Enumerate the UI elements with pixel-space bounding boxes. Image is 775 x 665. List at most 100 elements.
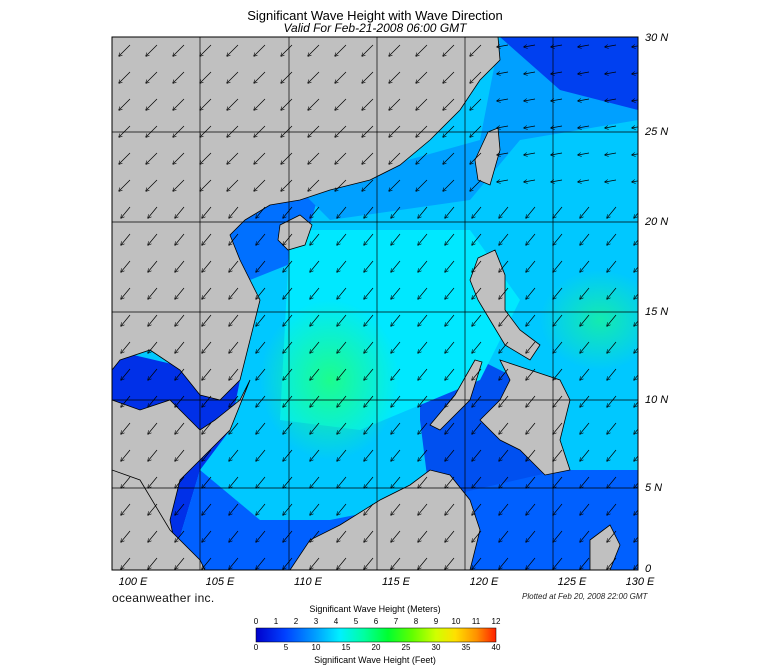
wave-arrow: [605, 45, 617, 47]
lat-label-10n: 10 N: [645, 394, 669, 406]
wave-arrow: [308, 152, 320, 164]
wave-arrow: [634, 428, 638, 434]
wave-arrow: [254, 98, 266, 110]
wave-arrow: [175, 368, 185, 380]
wave-arrow: [391, 287, 401, 299]
wave-arrow: [391, 395, 401, 407]
wave-arrow: [337, 287, 347, 299]
wave-arrow: [121, 503, 131, 515]
wave-arrow: [310, 368, 320, 380]
wave-arrow: [283, 422, 293, 434]
wave-arrow: [526, 395, 536, 407]
wave-arrow: [634, 536, 638, 542]
wave-arrow: [175, 287, 185, 299]
wave-arrow: [148, 287, 158, 299]
wave-arrow: [553, 449, 563, 461]
wave-arrow: [524, 180, 536, 182]
wave-arrow: [200, 179, 212, 191]
wave-arrow: [256, 233, 266, 245]
wave-arrow: [281, 71, 293, 83]
colorbar-feet-tick: 40: [491, 643, 501, 652]
wave-arrow: [445, 287, 455, 299]
wave-arrow: [391, 422, 401, 434]
wave-arrow: [283, 368, 293, 380]
wave-arrow: [497, 99, 509, 101]
wave-arrow: [148, 341, 158, 353]
wave-arrow: [175, 260, 185, 272]
wave-arrow: [337, 449, 347, 461]
wave-arrow: [470, 179, 482, 191]
wave-arrow: [499, 314, 509, 326]
wave-arrow: [121, 260, 131, 272]
wave-arrow: [119, 98, 131, 110]
colorbar-meter-tick: 7: [393, 617, 399, 626]
wave-arrow: [553, 287, 563, 299]
wave-arrow: [445, 341, 455, 353]
wave-arrow: [445, 449, 455, 461]
wave-arrow: [472, 260, 482, 272]
wave-arrow: [254, 179, 266, 191]
wave-arrow: [470, 98, 482, 110]
wave-arrow: [418, 557, 428, 569]
wave-arrow: [121, 449, 131, 461]
wave-arrow: [634, 239, 638, 245]
wave-arrow: [580, 206, 590, 218]
wave-arrow: [416, 71, 428, 83]
wave-arrow: [418, 503, 428, 515]
wave-arrow: [470, 152, 482, 164]
wave-arrow: [418, 206, 428, 218]
wave-arrow: [526, 233, 536, 245]
wave-arrow: [364, 233, 374, 245]
wave-arrow: [553, 206, 563, 218]
wave-arrow: [227, 44, 239, 56]
wave-arrow: [416, 152, 428, 164]
wave-arrow: [148, 206, 158, 218]
wave-arrow: [526, 422, 536, 434]
wave-arrow: [445, 422, 455, 434]
lat-label-20n: 20 N: [645, 216, 669, 228]
wave-arrow: [202, 476, 212, 488]
wave-arrow: [607, 476, 617, 488]
wave-arrow: [310, 449, 320, 461]
wave-arrow: [308, 98, 320, 110]
wave-arrow: [335, 125, 347, 137]
wave-arrow: [121, 422, 131, 434]
lon-label-130e: 130 E: [625, 576, 655, 588]
wave-arrow: [148, 449, 158, 461]
wave-arrow: [445, 260, 455, 272]
wave-arrow: [443, 71, 455, 83]
wave-arrow: [391, 368, 401, 380]
wave-arrow: [418, 368, 428, 380]
wave-arrow: [553, 557, 563, 569]
wave-arrow: [472, 503, 482, 515]
wave-arrow: [443, 125, 455, 137]
map-title: Significant Wave Height with Wave Direct…: [247, 8, 503, 23]
wave-arrow: [310, 206, 320, 218]
wave-arrow: [580, 233, 590, 245]
wave-arrow: [308, 44, 320, 56]
lat-label-5n: 5 N: [645, 482, 663, 494]
wave-arrow: [578, 99, 590, 101]
wave-arrow: [175, 341, 185, 353]
wave-arrow: [146, 152, 158, 164]
wave-arrow: [607, 422, 617, 434]
wave-arrow: [283, 287, 293, 299]
wave-arrow: [175, 233, 185, 245]
wave-arrow: [578, 126, 590, 128]
lat-label-0: 0: [645, 563, 652, 575]
wave-arrow: [553, 530, 563, 542]
wave-arrow: [337, 368, 347, 380]
wave-arrow: [175, 557, 185, 569]
colorbar-feet-title: Significant Wave Height (Feet): [314, 655, 436, 665]
wave-arrow: [578, 153, 590, 155]
wave-arrow: [605, 180, 617, 182]
wave-arrow: [607, 341, 617, 353]
wave-arrow: [362, 71, 374, 83]
wave-arrow: [121, 341, 131, 353]
wave-arrow: [310, 503, 320, 515]
wave-arrow: [605, 153, 617, 155]
wave-arrow: [148, 260, 158, 272]
wave-arrow: [173, 179, 185, 191]
wave-arrow: [470, 44, 482, 56]
wave-arrow: [445, 314, 455, 326]
